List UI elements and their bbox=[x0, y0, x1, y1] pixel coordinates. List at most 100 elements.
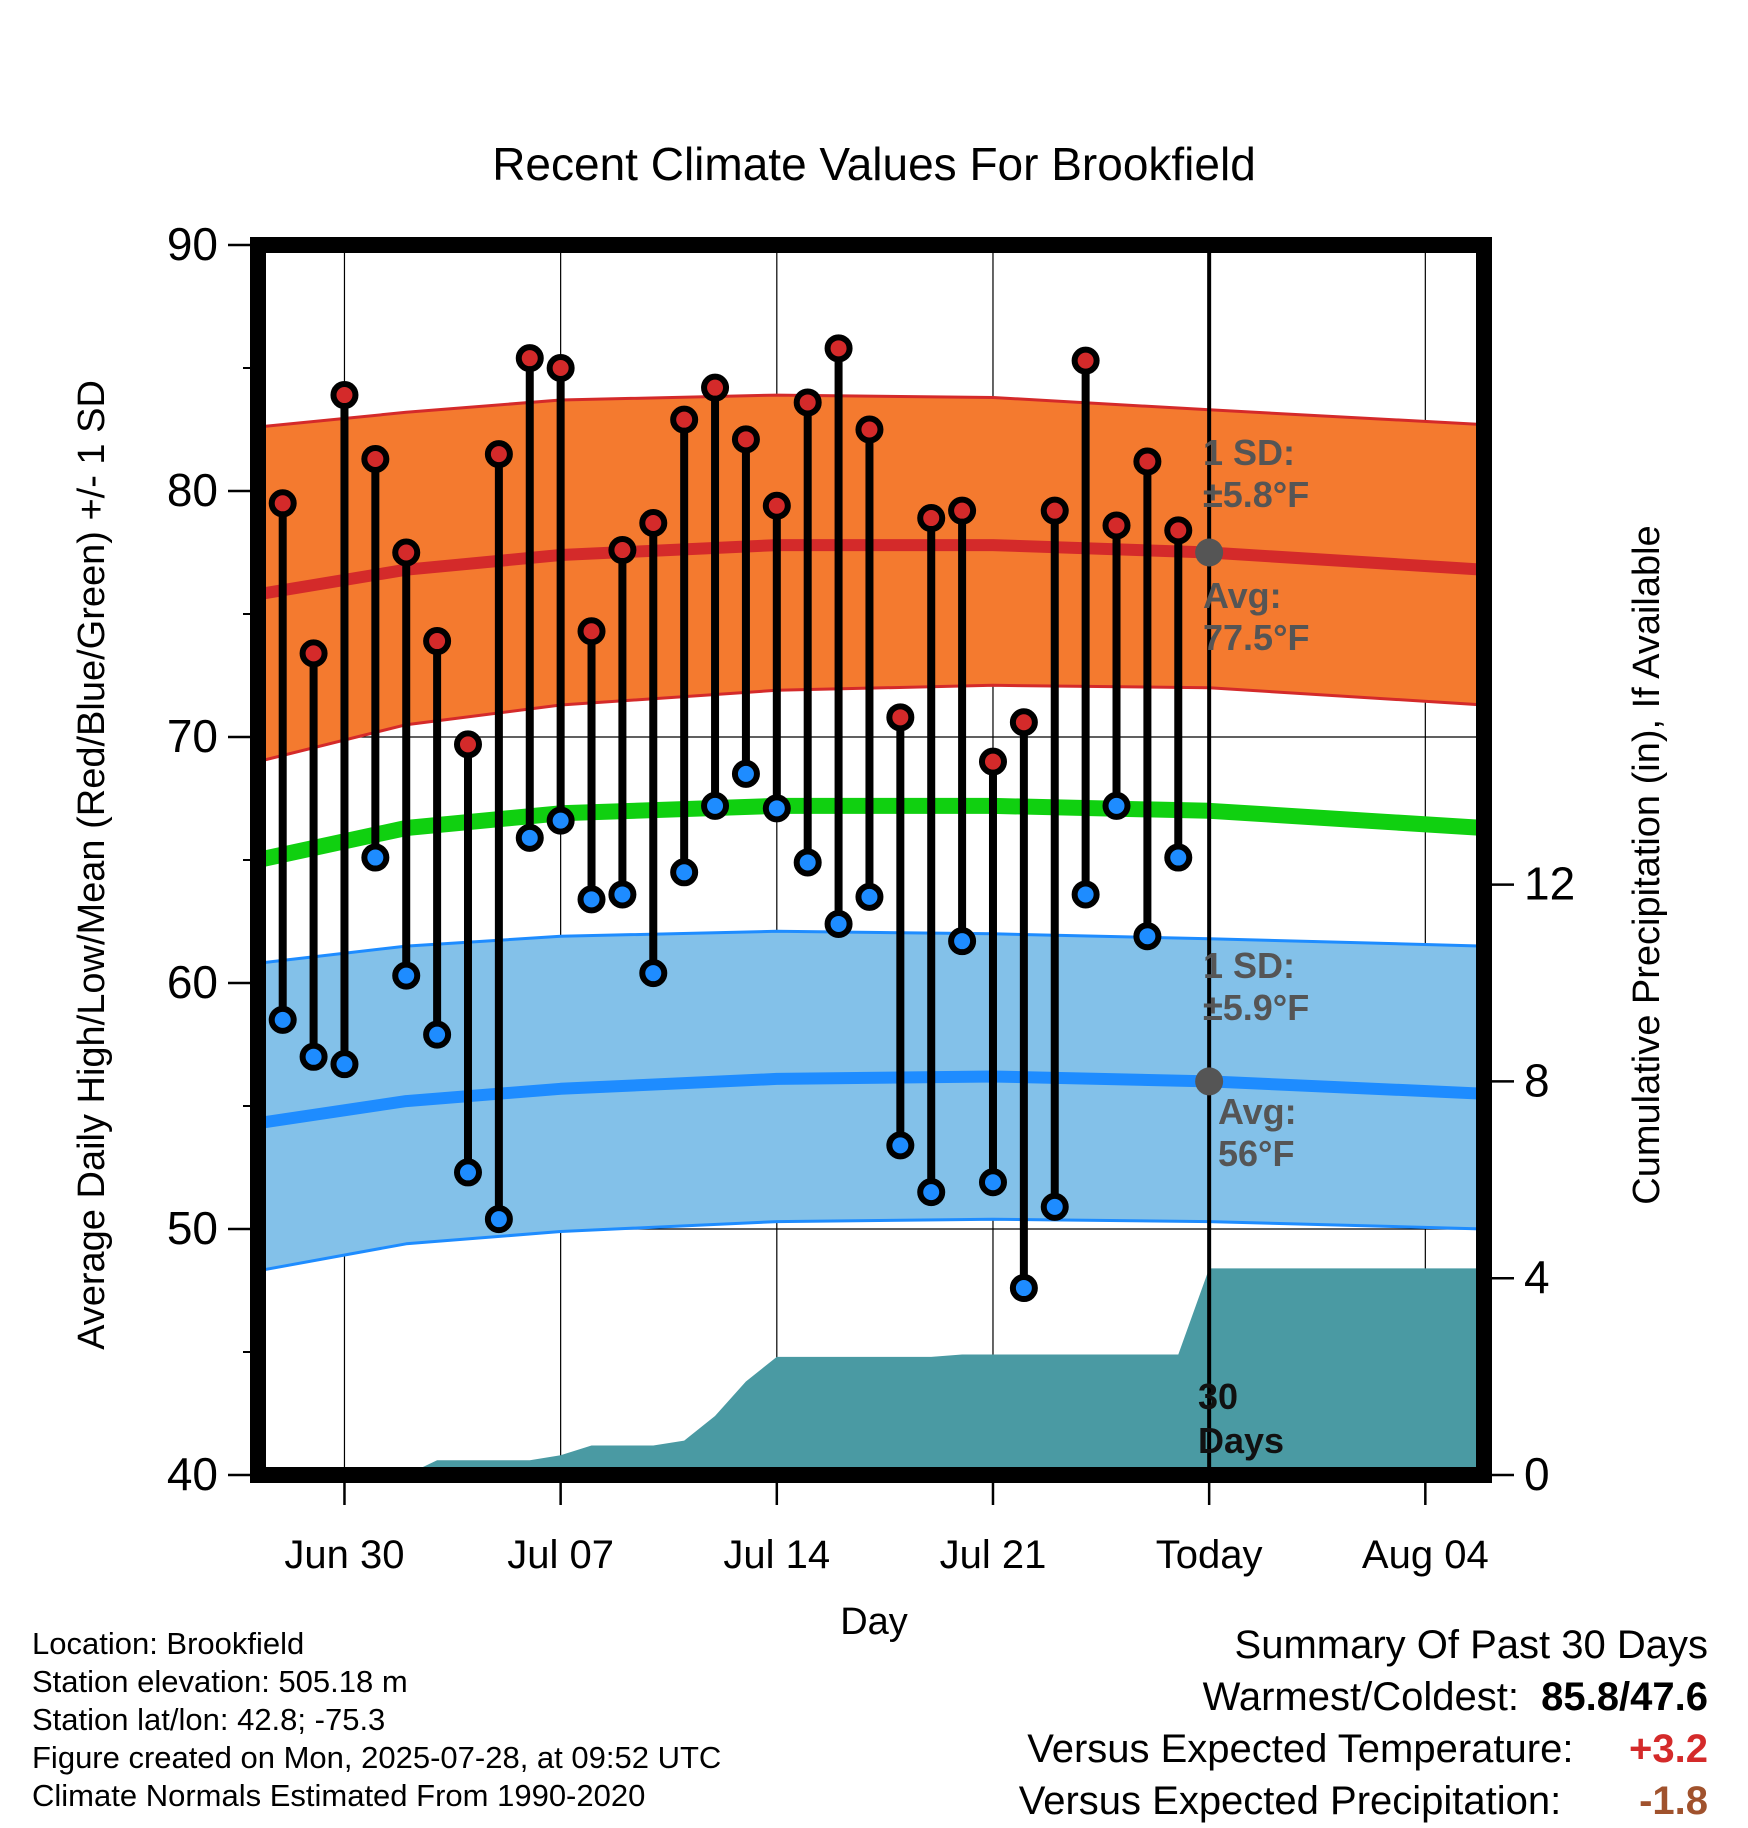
today-high-normal-marker bbox=[1195, 538, 1224, 567]
info-created: Figure created on Mon, 2025-07-28, at 09… bbox=[32, 1740, 722, 1775]
low-point bbox=[762, 794, 791, 823]
x-tick-label: Jul 21 bbox=[940, 1533, 1047, 1577]
high-point bbox=[1040, 496, 1069, 525]
high-point bbox=[1133, 447, 1162, 476]
high-point bbox=[515, 344, 544, 373]
precip-value: -1.8 bbox=[1639, 1779, 1708, 1823]
high-point bbox=[855, 415, 884, 444]
high-point bbox=[577, 617, 606, 646]
low-point bbox=[392, 961, 421, 990]
high-point bbox=[484, 440, 513, 469]
low-point bbox=[608, 880, 637, 909]
low-sd-value: ±5.9°F bbox=[1203, 987, 1309, 1028]
low-point bbox=[701, 791, 730, 820]
info-normals: Climate Normals Estimated From 1990-2020 bbox=[32, 1778, 646, 1813]
x-tick-label: Jul 07 bbox=[507, 1533, 614, 1577]
high-sd-label: 1 SD: bbox=[1203, 432, 1295, 473]
low-point bbox=[948, 927, 977, 956]
low-avg-label: Avg: bbox=[1218, 1091, 1297, 1132]
high-point bbox=[886, 703, 915, 732]
high-point bbox=[824, 334, 853, 363]
low-point bbox=[917, 1178, 946, 1207]
low-sd-label: 1 SD: bbox=[1203, 945, 1295, 986]
x-tick-label: Today bbox=[1156, 1533, 1263, 1577]
y-tick-label: 70 bbox=[167, 710, 218, 762]
days-label-number: 30 bbox=[1198, 1376, 1238, 1417]
low-point bbox=[855, 882, 884, 911]
low-point bbox=[1009, 1274, 1038, 1303]
high-point bbox=[1164, 516, 1193, 545]
x-tick-label: Jul 14 bbox=[723, 1533, 830, 1577]
y2-tick-label: 0 bbox=[1524, 1448, 1550, 1500]
high-point bbox=[453, 730, 482, 759]
info-latlon: Station lat/lon: 42.8; -75.3 bbox=[32, 1702, 386, 1737]
station-info: Location: Brookfield Station elevation: … bbox=[32, 1625, 721, 1815]
high-point bbox=[1009, 708, 1038, 737]
high-avg-value: 77.5°F bbox=[1203, 617, 1309, 658]
high-point bbox=[392, 538, 421, 567]
high-point bbox=[268, 489, 297, 518]
y-tick-label: 90 bbox=[167, 218, 218, 270]
high-point bbox=[1071, 346, 1100, 375]
summary-temp: Versus Expected Temperature: +3.2 bbox=[1027, 1727, 1708, 1772]
low-point bbox=[886, 1131, 915, 1160]
high-point bbox=[978, 747, 1007, 776]
high-point bbox=[639, 508, 668, 537]
y-tick-label: 60 bbox=[167, 956, 218, 1008]
low-point bbox=[330, 1050, 359, 1079]
today-low-normal-marker bbox=[1195, 1067, 1224, 1096]
low-point bbox=[1071, 880, 1100, 909]
warm-cold-label: Warmest/Coldest: bbox=[1202, 1675, 1519, 1719]
high-point bbox=[299, 639, 328, 668]
y2-tick-label: 4 bbox=[1524, 1251, 1550, 1303]
high-point bbox=[423, 627, 452, 656]
y2-axis-label: Cumulative Precipitation (in), If Availa… bbox=[1626, 525, 1668, 1204]
high-point bbox=[948, 496, 977, 525]
low-point bbox=[793, 848, 822, 877]
low-point bbox=[515, 823, 544, 852]
high-point bbox=[917, 504, 946, 533]
low-point bbox=[453, 1158, 482, 1187]
low-point bbox=[1164, 843, 1193, 872]
x-tick-label: Jun 30 bbox=[284, 1533, 404, 1577]
low-point bbox=[1133, 922, 1162, 951]
y2-tick-label: 12 bbox=[1524, 858, 1575, 910]
info-location: Location: Brookfield bbox=[32, 1626, 305, 1661]
low-point bbox=[1102, 791, 1131, 820]
low-point bbox=[731, 759, 760, 788]
summary-precip: Versus Expected Precipitation: -1.8 bbox=[1019, 1779, 1708, 1824]
low-point bbox=[268, 1005, 297, 1034]
high-point bbox=[701, 373, 730, 402]
temp-label: Versus Expected Temperature: bbox=[1027, 1727, 1574, 1771]
low-avg-value: 56°F bbox=[1218, 1133, 1294, 1174]
low-point bbox=[670, 858, 699, 887]
warm-cold-value: 85.8/47.6 bbox=[1541, 1675, 1708, 1719]
x-tick-label: Aug 04 bbox=[1362, 1533, 1489, 1577]
low-point bbox=[577, 885, 606, 914]
high-point bbox=[1102, 511, 1131, 540]
y-tick-label: 50 bbox=[167, 1202, 218, 1254]
low-point bbox=[1040, 1192, 1069, 1221]
high-point bbox=[330, 381, 359, 410]
high-point bbox=[762, 491, 791, 520]
low-point bbox=[546, 806, 575, 835]
days-label-text: Days bbox=[1198, 1420, 1284, 1461]
high-point bbox=[546, 354, 575, 382]
y-axis-label: Average Daily High/Low/Mean (Red/Blue/Gr… bbox=[71, 380, 113, 1350]
high-point bbox=[608, 536, 637, 565]
high-point bbox=[731, 425, 760, 454]
high-point bbox=[670, 405, 699, 434]
high-point bbox=[793, 388, 822, 417]
temp-value: +3.2 bbox=[1629, 1727, 1708, 1771]
high-point bbox=[361, 445, 390, 474]
precip-label: Versus Expected Precipitation: bbox=[1018, 1779, 1562, 1823]
low-point bbox=[484, 1205, 513, 1234]
low-point bbox=[824, 909, 853, 938]
high-avg-label: Avg: bbox=[1203, 575, 1282, 616]
low-point bbox=[423, 1020, 452, 1049]
chart-title: Recent Climate Values For Brookfield bbox=[492, 138, 1256, 190]
y2-tick-label: 8 bbox=[1524, 1054, 1550, 1106]
info-elevation: Station elevation: 505.18 m bbox=[32, 1664, 408, 1699]
